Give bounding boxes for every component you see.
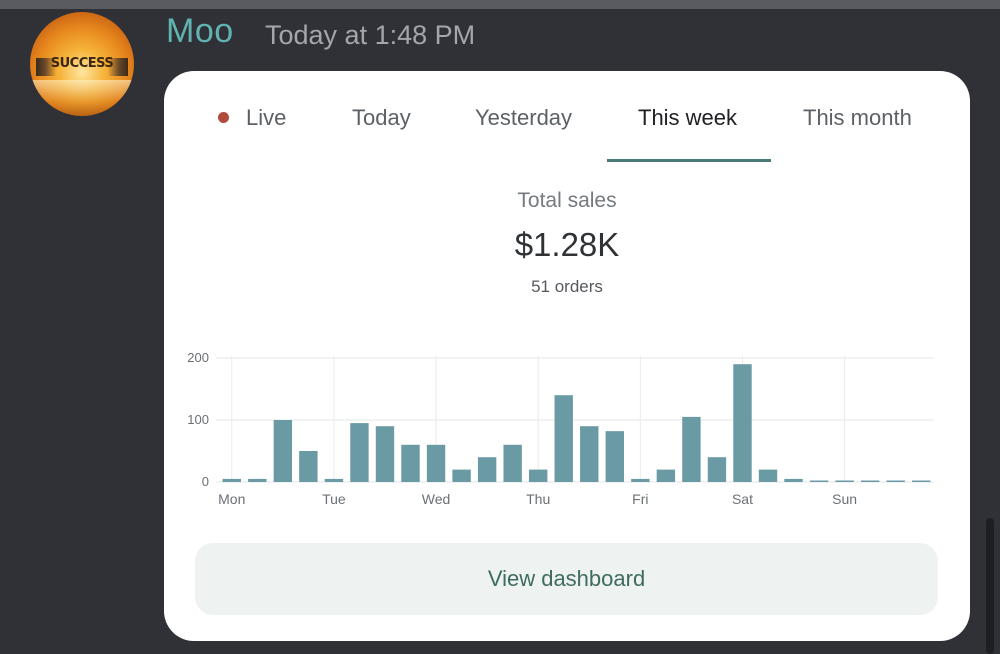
tab-this-month[interactable]: This month <box>803 105 912 131</box>
x-tick-label: Fri <box>632 491 648 507</box>
x-tick-label: Thu <box>526 491 550 507</box>
chart-bar <box>605 431 624 482</box>
tab-yesterday-label: Yesterday <box>475 105 573 130</box>
y-tick-label: 100 <box>187 412 209 427</box>
chart-bar <box>631 478 650 482</box>
message-timestamp: Today at 1:48 PM <box>265 20 476 50</box>
chart-bar <box>401 444 420 482</box>
chart-bar <box>682 416 701 482</box>
sales-bar-chart: 0 100 200 Mon Tue Wed Thu Fri Sat Sun <box>187 350 934 507</box>
total-sales-value: $1.28K <box>514 226 620 263</box>
user-avatar[interactable]: SUCCESS <box>30 12 134 116</box>
tab-this-week-label: This week <box>638 105 738 130</box>
chart-bar <box>529 469 548 482</box>
chart-bar <box>375 426 395 482</box>
chart-bar <box>554 395 573 482</box>
chart-bar <box>503 444 522 482</box>
tab-this-month-label: This month <box>803 105 912 130</box>
tab-live[interactable]: Live <box>218 105 286 131</box>
live-dot-icon <box>218 111 229 123</box>
chart-bar <box>426 444 446 482</box>
chart-grid <box>216 356 934 483</box>
chart-bar <box>835 480 854 482</box>
window-top-bar <box>0 0 1000 9</box>
avatar-banner <box>36 58 128 76</box>
chart-bar <box>350 423 369 482</box>
orders-count: 51 orders <box>531 277 603 296</box>
chart-bar <box>733 364 752 482</box>
tab-live-label: Live <box>246 105 287 130</box>
period-tabs: Live Today Yesterday This week This mont… <box>164 71 970 166</box>
y-tick-label: 0 <box>202 474 209 489</box>
chart-bar <box>248 478 267 482</box>
scrollbar-thumb[interactable] <box>986 518 994 654</box>
active-tab-underline <box>607 159 771 162</box>
sales-card: Live Today Yesterday This week This mont… <box>164 71 970 641</box>
tab-today-label: Today <box>352 105 411 130</box>
chart-bar <box>784 478 803 482</box>
chart-bar <box>324 478 344 482</box>
chart-bar <box>299 451 318 482</box>
x-tick-label: Mon <box>218 491 245 507</box>
x-tick-label: Sat <box>732 491 753 507</box>
chart-bar <box>580 426 599 482</box>
y-tick-label: 200 <box>187 350 209 365</box>
chart-bar <box>860 480 880 482</box>
chart-bar <box>222 478 241 482</box>
chart-bar <box>707 457 727 482</box>
chart-bar <box>273 420 293 482</box>
avatar-horizon <box>30 80 134 116</box>
chart-bar <box>912 480 931 482</box>
tab-this-week[interactable]: This week <box>638 105 737 131</box>
total-sales-label: Total sales <box>517 189 617 212</box>
chart-bar <box>886 480 905 482</box>
avatar-logo-text: SUCCESS <box>50 56 114 71</box>
chart-bar <box>758 469 778 482</box>
view-dashboard-button[interactable]: View dashboard <box>195 543 938 615</box>
chart-bar <box>656 469 676 482</box>
x-tick-label: Wed <box>422 491 451 507</box>
tab-today[interactable]: Today <box>352 105 411 131</box>
x-tick-label: Tue <box>322 491 346 507</box>
chart-bar <box>452 469 471 482</box>
chart-labels: 0 100 200 Mon Tue Wed Thu Fri Sat Sun <box>187 350 857 507</box>
x-tick-label: Sun <box>832 491 857 507</box>
chart-bar <box>809 480 829 482</box>
chart-bars <box>222 364 931 482</box>
chart-bar <box>477 457 497 482</box>
message-username[interactable]: Moo <box>166 12 234 50</box>
tab-yesterday[interactable]: Yesterday <box>475 105 572 131</box>
